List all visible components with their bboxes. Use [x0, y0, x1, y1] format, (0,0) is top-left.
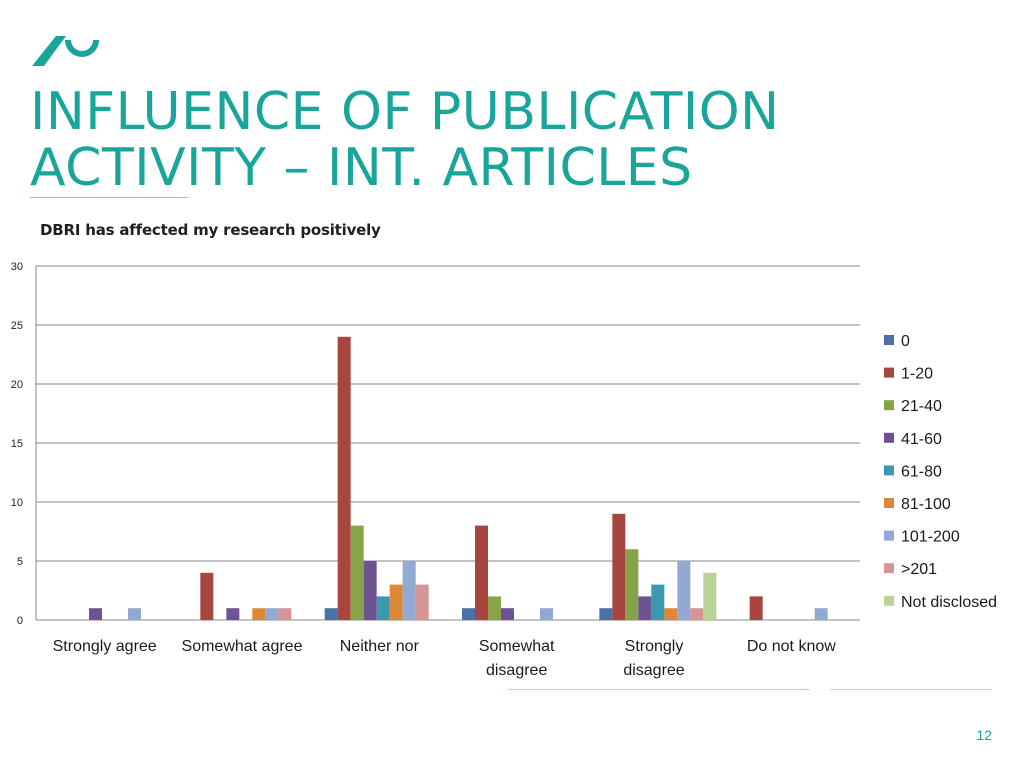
y-tick-label: 5 — [17, 556, 23, 568]
y-tick-label: 30 — [11, 261, 23, 273]
bar-41-60-2 — [363, 561, 377, 620]
x-tick-label: Do not know — [747, 638, 836, 655]
legend-swatch — [884, 595, 894, 606]
bar-61-80-4 — [651, 584, 665, 620]
y-tick-label: 25 — [11, 320, 23, 332]
page-number: 12 — [976, 727, 992, 743]
bar-41-60-0 — [89, 608, 102, 620]
y-tick-label: 0 — [17, 615, 23, 627]
decorative-line-right — [830, 689, 992, 690]
legend-label: 101-200 — [901, 529, 960, 546]
page-title: INFLUENCE OF PUBLICATION ACTIVITY – INT.… — [30, 84, 780, 196]
chart-title: DBRI has affected my research positively — [40, 221, 381, 239]
page-title-line-2: ACTIVITY – INT. ARTICLES — [30, 138, 693, 198]
bar-21-40-2 — [350, 525, 364, 620]
bar-1-20-5 — [749, 596, 763, 620]
legend-label: Not disclosed — [901, 594, 997, 611]
legend-swatch — [884, 432, 894, 443]
page-title-line-1: INFLUENCE OF PUBLICATION — [30, 82, 780, 142]
bar-81-100-1 — [252, 608, 266, 620]
x-tick-label: Strongly — [625, 638, 684, 655]
x-tick-label: disagree — [623, 662, 684, 679]
x-tick-label: Somewhat agree — [182, 638, 303, 655]
bar-21-40-3 — [488, 596, 501, 620]
x-tick-label: disagree — [486, 662, 547, 679]
bar-1-20-4 — [612, 513, 626, 620]
bar-101-200-4 — [677, 561, 691, 620]
logo-slash-shape — [32, 36, 66, 66]
legend-label: 41-60 — [901, 431, 942, 448]
y-tick-label: 15 — [11, 438, 23, 450]
y-tick-label: 20 — [11, 379, 23, 391]
legend-swatch — [884, 400, 894, 411]
bar-1-20-3 — [475, 525, 488, 620]
bar-21-40-4 — [625, 549, 639, 620]
bar-81-100-2 — [389, 584, 403, 620]
decorative-line-left — [508, 689, 810, 690]
bar-101-200-0 — [128, 608, 141, 620]
bar-1-20-2 — [337, 336, 351, 620]
y-tick-label: 10 — [11, 497, 23, 509]
bar-61-80-2 — [376, 596, 390, 620]
legend-swatch — [884, 335, 894, 345]
title-underline — [30, 197, 188, 198]
x-tick-label: Strongly agree — [53, 638, 157, 655]
legend-swatch — [884, 367, 894, 378]
bar-41-60-4 — [638, 596, 652, 620]
bar-0-4 — [599, 608, 613, 620]
bar--201-1 — [278, 608, 292, 620]
bar--201-4 — [690, 608, 704, 620]
legend-label: 0 — [901, 333, 910, 350]
bar-81-100-4 — [664, 608, 678, 620]
bar--201-2 — [415, 584, 429, 620]
x-tick-label: Neither nor — [340, 638, 420, 655]
bar-101-200-2 — [402, 561, 416, 620]
bar-41-60-1 — [226, 608, 240, 620]
legend-swatch — [884, 530, 894, 541]
legend-label: 81-100 — [901, 496, 951, 513]
bar-1-20-1 — [200, 572, 214, 620]
bar-Not-disclosed-4 — [703, 572, 717, 620]
legend-swatch — [884, 498, 894, 508]
bar-chart: 0 5 10 15 20 25 30 Strongly agree Somewhat agree… — [11, 261, 997, 679]
legend-label: 21-40 — [901, 398, 942, 415]
au-logo — [32, 36, 99, 66]
bar-41-60-3 — [501, 608, 514, 620]
legend-label: 61-80 — [901, 463, 942, 480]
legend-label: 1-20 — [901, 366, 933, 383]
bar-101-200-3 — [540, 608, 553, 620]
x-tick-label: Somewhat — [479, 638, 555, 655]
legend-swatch — [884, 465, 894, 476]
bar-101-200-1 — [265, 608, 279, 620]
bar-0-2 — [324, 608, 338, 620]
logo-arc-shape — [65, 39, 99, 57]
bar-101-200-5 — [814, 608, 828, 620]
bar-0-3 — [462, 608, 475, 620]
legend-swatch — [884, 563, 894, 574]
legend-label: >201 — [901, 561, 937, 578]
